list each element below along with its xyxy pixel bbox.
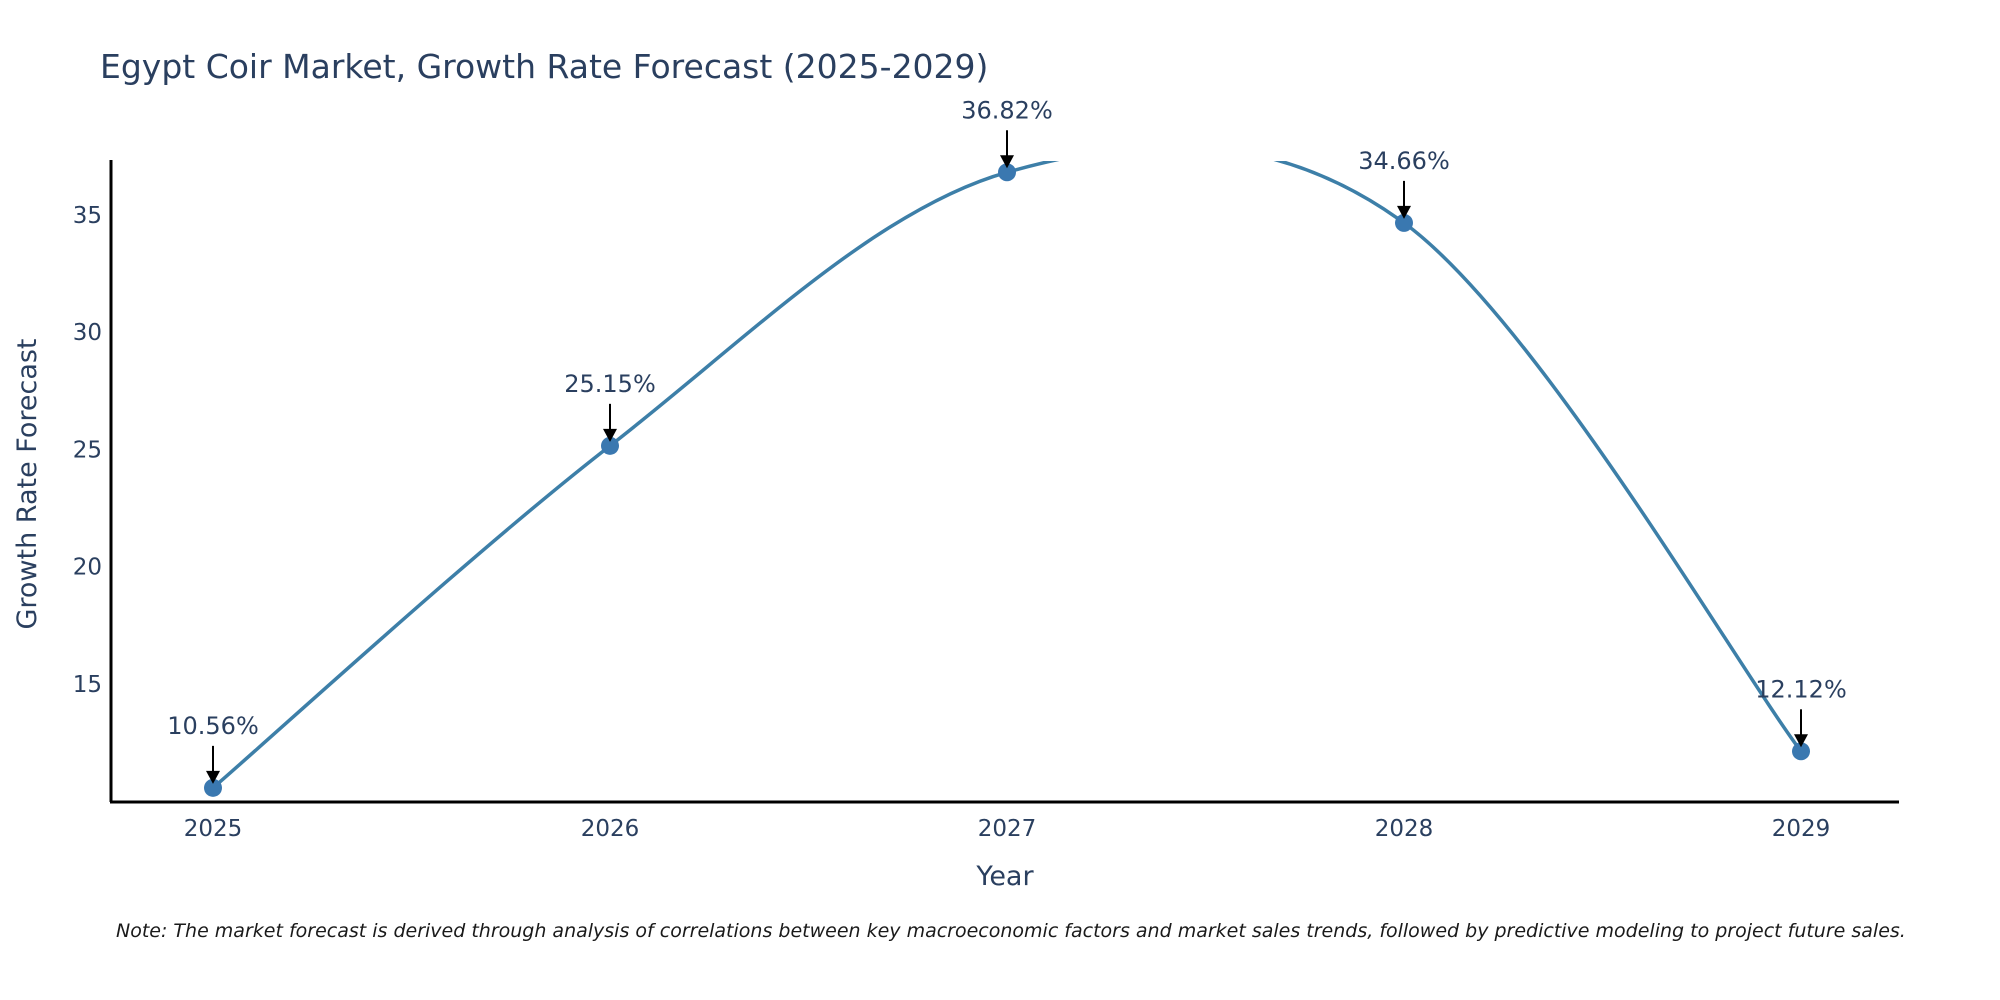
data-label: 10.56%	[167, 712, 259, 740]
annotation-arrow-head	[206, 770, 220, 784]
data-point	[204, 778, 222, 797]
annotation-arrow-head	[1794, 734, 1808, 748]
x-axis-ticks: 2025 2026 2027 2028 2029	[184, 816, 1831, 842]
data-point	[1792, 742, 1810, 761]
series-line	[211, 161, 1803, 790]
data-markers	[204, 163, 1810, 797]
x-tick-label: 2026	[581, 816, 640, 842]
y-tick-label: 30	[73, 320, 102, 346]
annotation-arrow-head	[603, 428, 617, 442]
annotation-arrow-head	[1397, 205, 1411, 219]
chart-title: Egypt Coir Market, Growth Rate Forecast …	[100, 47, 988, 86]
data-label: 12.12%	[1755, 675, 1847, 703]
data-label: 36.82%	[961, 96, 1053, 124]
y-tick-label: 35	[73, 203, 102, 229]
annotation-arrow-head	[1000, 155, 1014, 169]
y-tick-label: 25	[73, 437, 102, 463]
y-tick-label: 20	[73, 555, 102, 581]
y-axis-ticks: 15 20 25 30 35	[73, 203, 102, 698]
footnote: Note: The market forecast is derived thr…	[116, 920, 1906, 942]
data-point	[601, 436, 619, 455]
x-tick-label: 2027	[978, 816, 1037, 842]
x-tick-label: 2028	[1375, 816, 1434, 842]
y-tick-label: 15	[73, 672, 102, 698]
data-label: 34.66%	[1358, 147, 1450, 175]
x-axis-title: Year	[975, 861, 1034, 892]
data-point	[998, 163, 1016, 182]
data-label: 25.15%	[564, 370, 656, 398]
data-annotations: 10.56% 25.15% 36.82% 34.66% 12.12%	[167, 96, 1847, 784]
x-tick-label: 2025	[184, 816, 243, 842]
y-axis-title: Growth Rate Forecast	[12, 338, 43, 629]
data-point	[1395, 213, 1413, 232]
x-tick-label: 2029	[1772, 816, 1831, 842]
